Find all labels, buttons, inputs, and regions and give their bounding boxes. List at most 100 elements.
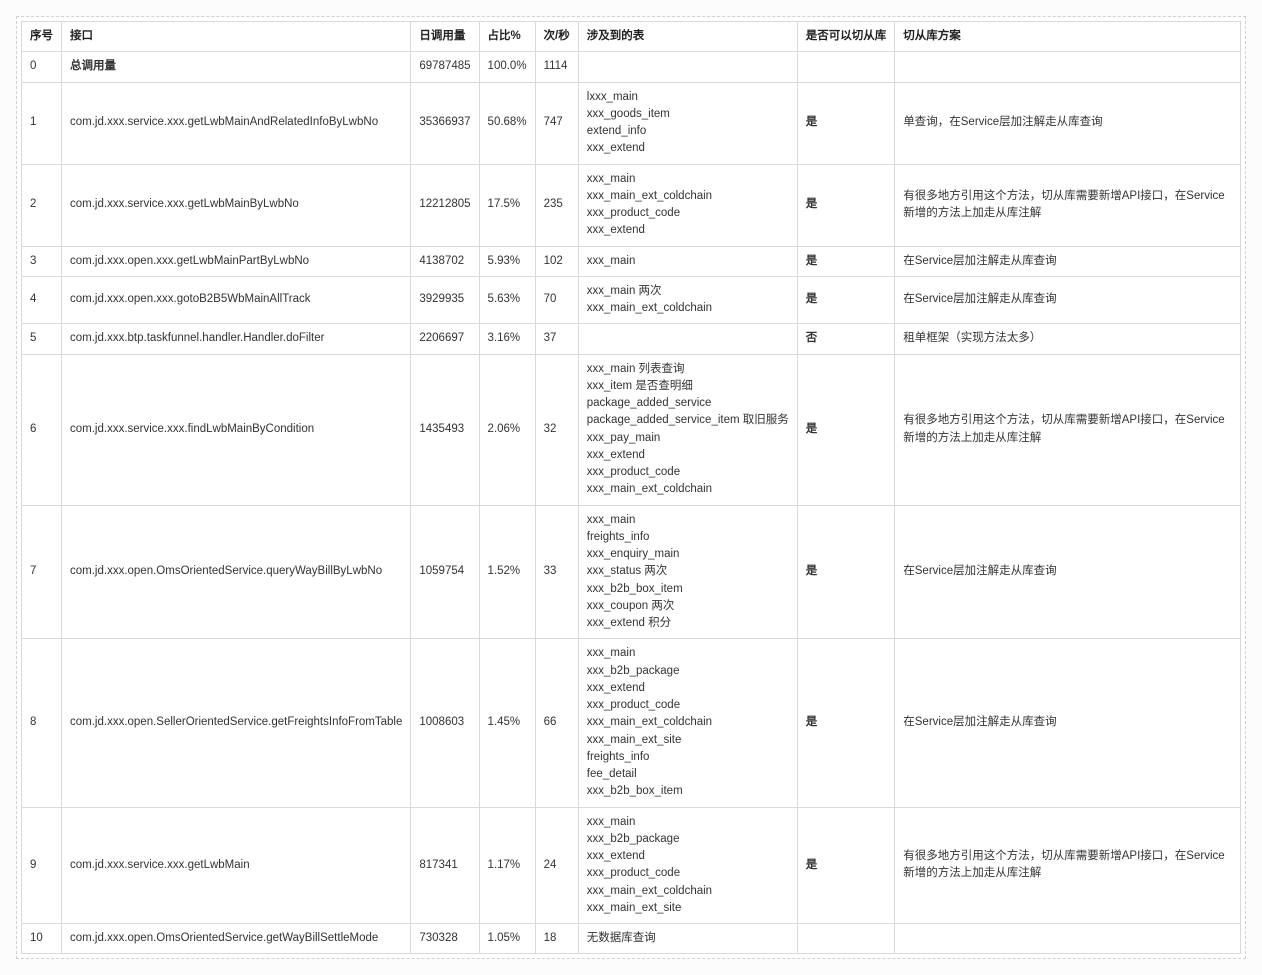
cell-persec: 18 [535, 924, 578, 954]
table-row: 1com.jd.xxx.service.xxx.getLwbMainAndRel… [22, 82, 1241, 164]
table-body: 0总调用量69787485100.0%11141com.jd.xxx.servi… [22, 52, 1241, 954]
cell-interface: com.jd.xxx.service.xxx.findLwbMainByCond… [62, 354, 411, 505]
cell-seq: 4 [22, 276, 62, 324]
table-row: 8com.jd.xxx.open.SellerOrientedService.g… [22, 639, 1241, 807]
table-row: 9com.jd.xxx.service.xxx.getLwbMain817341… [22, 807, 1241, 924]
cell-seq: 6 [22, 354, 62, 505]
cell-seq: 9 [22, 807, 62, 924]
header-row: 序号 接口 日调用量 占比% 次/秒 涉及到的表 是否可以切从库 切从库方案 [22, 22, 1241, 52]
cell-ratio: 100.0% [479, 52, 535, 82]
cell-persec: 235 [535, 164, 578, 246]
cell-can-switch: 是 [797, 807, 895, 924]
cell-plan: 在Service层加注解走从库查询 [895, 246, 1241, 276]
cell-interface: com.jd.xxx.open.xxx.getLwbMainPartByLwbN… [62, 246, 411, 276]
table-name-line: xxx_enquiry_main [587, 546, 789, 563]
table-name-line: xxx_extend [587, 848, 789, 865]
cell-plan: 有很多地方引用这个方法，切从库需要新增API接口，在Service新增的方法上加… [895, 354, 1241, 505]
cell-persec: 102 [535, 246, 578, 276]
cell-persec: 32 [535, 354, 578, 505]
cell-ratio: 1.45% [479, 639, 535, 807]
cell-ratio: 50.68% [479, 82, 535, 164]
table-name-line: xxx_extend [587, 447, 789, 464]
cell-persec: 37 [535, 324, 578, 354]
cell-daily: 69787485 [411, 52, 479, 82]
cell-seq: 3 [22, 246, 62, 276]
cell-interface: com.jd.xxx.open.OmsOrientedService.getWa… [62, 924, 411, 954]
cell-interface: com.jd.xxx.service.xxx.getLwbMainByLwbNo [62, 164, 411, 246]
cell-plan: 租单框架（实现方法太多） [895, 324, 1241, 354]
cell-seq: 5 [22, 324, 62, 354]
table-name-line: xxx_main [587, 171, 789, 188]
table-name-line: xxx_b2b_box_item [587, 783, 789, 800]
table-name-line: xxx_product_code [587, 205, 789, 222]
cell-tables [578, 52, 797, 82]
table-name-line: xxx_b2b_package [587, 831, 789, 848]
cell-can-switch: 是 [797, 276, 895, 324]
cell-plan: 单查询，在Service层加注解走从库查询 [895, 82, 1241, 164]
col-header-interface: 接口 [62, 22, 411, 52]
table-name-line: xxx_main [587, 512, 789, 529]
col-header-can: 是否可以切从库 [797, 22, 895, 52]
cell-persec: 24 [535, 807, 578, 924]
table-header: 序号 接口 日调用量 占比% 次/秒 涉及到的表 是否可以切从库 切从库方案 [22, 22, 1241, 52]
table-name-line: xxx_main [587, 253, 789, 270]
table-name-line: xxx_main_ext_coldchain [587, 714, 789, 731]
table-name-line: xxx_main_ext_coldchain [587, 188, 789, 205]
col-header-plan: 切从库方案 [895, 22, 1241, 52]
table-name-line: freights_info [587, 749, 789, 766]
cell-interface: com.jd.xxx.service.xxx.getLwbMain [62, 807, 411, 924]
table-name-line: package_added_service [587, 395, 789, 412]
table-name-line: xxx_main 两次 [587, 283, 789, 300]
table-container: 序号 接口 日调用量 占比% 次/秒 涉及到的表 是否可以切从库 切从库方案 0… [16, 16, 1246, 959]
cell-can-switch: 是 [797, 82, 895, 164]
col-header-seq: 序号 [22, 22, 62, 52]
table-name-line: fee_detail [587, 766, 789, 783]
table-name-line: xxx_product_code [587, 697, 789, 714]
col-header-daily: 日调用量 [411, 22, 479, 52]
cell-tables: xxx_mainxxx_b2b_packagexxx_extendxxx_pro… [578, 639, 797, 807]
cell-can-switch [797, 52, 895, 82]
cell-can-switch: 是 [797, 639, 895, 807]
table-row: 10com.jd.xxx.open.OmsOrientedService.get… [22, 924, 1241, 954]
cell-daily: 3929935 [411, 276, 479, 324]
cell-plan: 有很多地方引用这个方法，切从库需要新增API接口，在Service新增的方法上加… [895, 164, 1241, 246]
cell-can-switch: 是 [797, 246, 895, 276]
col-header-tables: 涉及到的表 [578, 22, 797, 52]
table-name-line: xxx_main_ext_coldchain [587, 883, 789, 900]
cell-seq: 2 [22, 164, 62, 246]
cell-seq: 8 [22, 639, 62, 807]
table-row: 3com.jd.xxx.open.xxx.getLwbMainPartByLwb… [22, 246, 1241, 276]
cell-daily: 12212805 [411, 164, 479, 246]
cell-ratio: 5.93% [479, 246, 535, 276]
cell-persec: 33 [535, 505, 578, 639]
cell-tables: 无数据库查询 [578, 924, 797, 954]
cell-plan: 在Service层加注解走从库查询 [895, 276, 1241, 324]
cell-daily: 35366937 [411, 82, 479, 164]
cell-persec: 66 [535, 639, 578, 807]
cell-tables: xxx_mainxxx_b2b_packagexxx_extendxxx_pro… [578, 807, 797, 924]
table-name-line: package_added_service_item 取旧服务 [587, 412, 789, 429]
cell-interface: com.jd.xxx.open.OmsOrientedService.query… [62, 505, 411, 639]
table-name-line: xxx_status 两次 [587, 563, 789, 580]
table-row: 0总调用量69787485100.0%1114 [22, 52, 1241, 82]
table-name-line: xxx_main 列表查询 [587, 361, 789, 378]
cell-tables: xxx_main [578, 246, 797, 276]
cell-persec: 1114 [535, 52, 578, 82]
table-name-line: xxx_extend [587, 680, 789, 697]
table-row: 5com.jd.xxx.btp.taskfunnel.handler.Handl… [22, 324, 1241, 354]
table-row: 2com.jd.xxx.service.xxx.getLwbMainByLwbN… [22, 164, 1241, 246]
cell-ratio: 3.16% [479, 324, 535, 354]
table-name-line: xxx_main_ext_coldchain [587, 481, 789, 498]
cell-plan: 在Service层加注解走从库查询 [895, 505, 1241, 639]
cell-daily: 1435493 [411, 354, 479, 505]
table-name-line: xxx_main_ext_coldchain [587, 300, 789, 317]
cell-seq: 7 [22, 505, 62, 639]
cell-ratio: 1.52% [479, 505, 535, 639]
table-name-line: freights_info [587, 529, 789, 546]
cell-ratio: 17.5% [479, 164, 535, 246]
cell-persec: 70 [535, 276, 578, 324]
col-header-ratio: 占比% [479, 22, 535, 52]
cell-daily: 2206697 [411, 324, 479, 354]
table-name-line: xxx_extend 积分 [587, 615, 789, 632]
table-name-line: xxx_main [587, 814, 789, 831]
